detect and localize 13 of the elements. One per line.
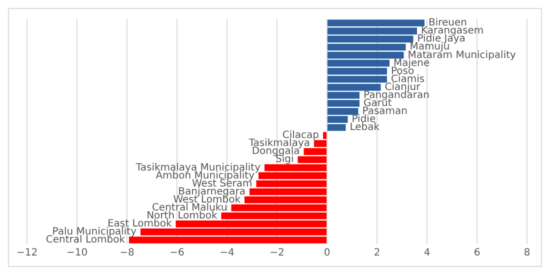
x-tick-label: 2 <box>374 248 380 259</box>
x-tick-label: −2 <box>270 248 284 259</box>
x-tick-label: 4 <box>424 248 430 259</box>
x-tick-label: −12 <box>16 248 38 259</box>
x-tick-label: 8 <box>524 248 530 259</box>
x-tick-label: 0 <box>324 248 330 259</box>
y-tick-label: Central Lombok <box>46 234 126 246</box>
x-tick-label: −6 <box>170 248 184 259</box>
x-tick-label: −10 <box>66 248 88 259</box>
x-tick-label: 6 <box>474 248 480 259</box>
y-tick-label: Bireuen <box>428 18 468 29</box>
x-tick-label: −8 <box>120 248 134 259</box>
x-tick-label: −4 <box>220 248 234 259</box>
